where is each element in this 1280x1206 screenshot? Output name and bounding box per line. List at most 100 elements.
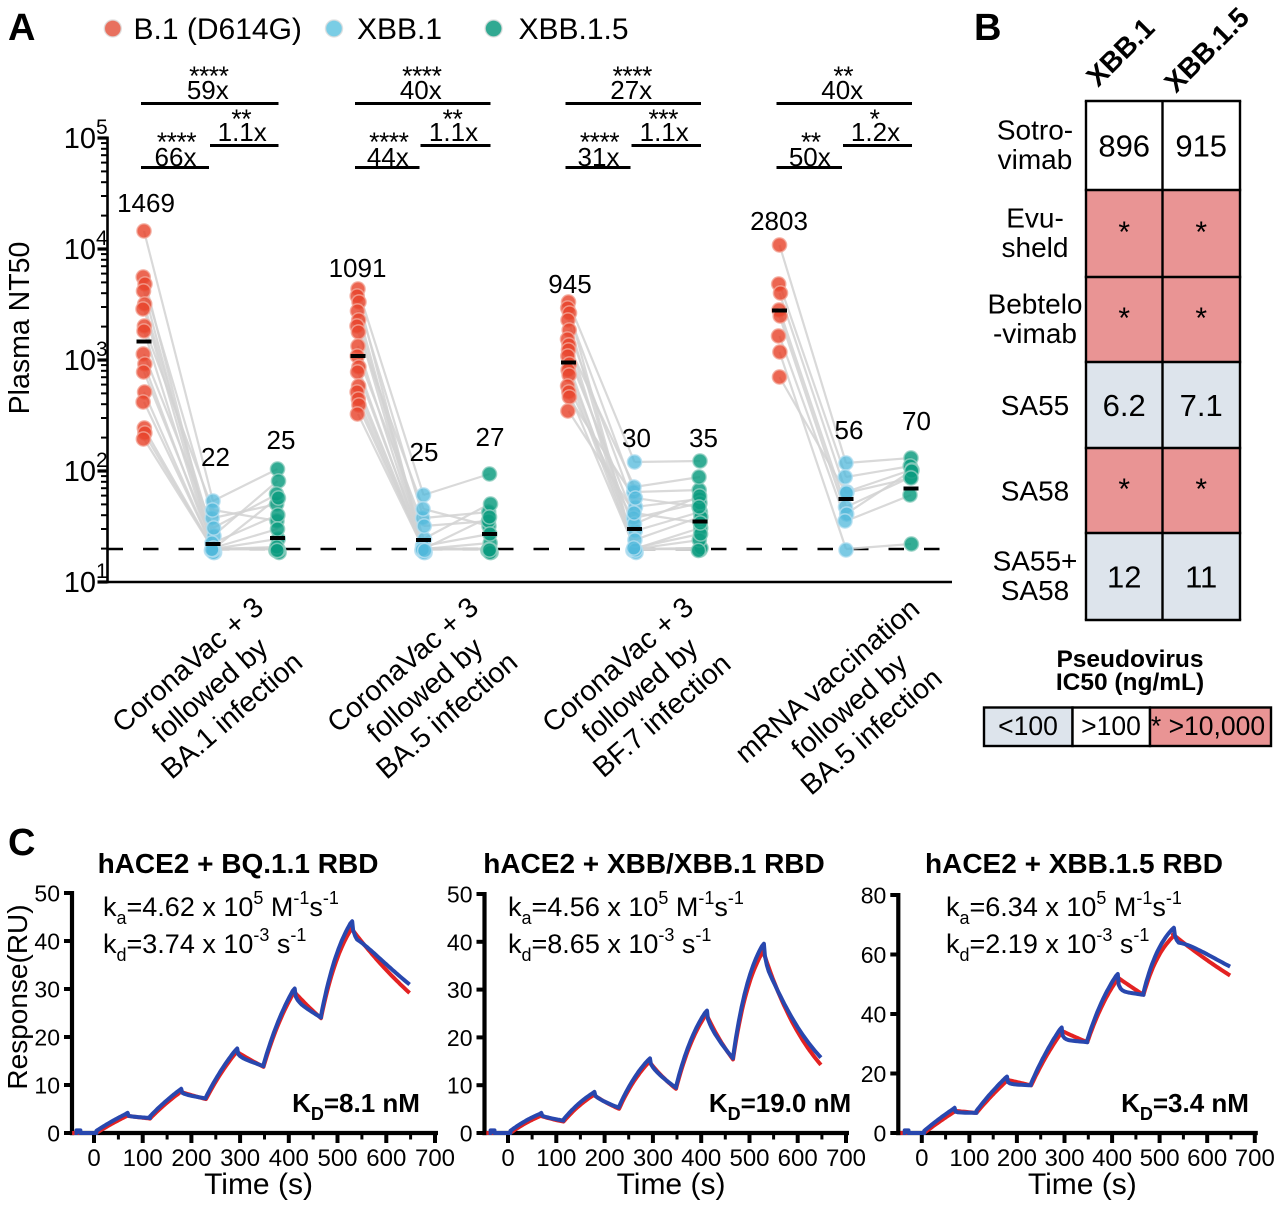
svg-text:sheld: sheld bbox=[1002, 232, 1069, 263]
svg-text:40: 40 bbox=[447, 929, 473, 955]
svg-text:Bebtelo: Bebtelo bbox=[988, 289, 1083, 320]
svg-text:40: 40 bbox=[34, 929, 60, 955]
svg-text:25: 25 bbox=[267, 425, 296, 455]
svg-text:100: 100 bbox=[536, 1145, 576, 1172]
svg-text:2803: 2803 bbox=[750, 206, 808, 236]
svg-text:0: 0 bbox=[874, 1121, 887, 1147]
svg-text:XBB.1: XBB.1 bbox=[357, 13, 442, 46]
svg-text:12: 12 bbox=[1107, 560, 1141, 595]
svg-text:0: 0 bbox=[47, 1121, 60, 1147]
svg-text:600: 600 bbox=[778, 1145, 818, 1172]
svg-text:1.2x: 1.2x bbox=[851, 117, 900, 147]
svg-text:****: **** bbox=[157, 127, 196, 157]
svg-text:SA55: SA55 bbox=[1001, 390, 1070, 421]
svg-text:****: **** bbox=[402, 61, 441, 91]
svg-text:*: * bbox=[1118, 473, 1130, 506]
svg-text:7.1: 7.1 bbox=[1180, 388, 1223, 423]
svg-text:600: 600 bbox=[366, 1145, 406, 1172]
svg-text:SA55+: SA55+ bbox=[993, 546, 1078, 577]
svg-text:80: 80 bbox=[861, 883, 887, 909]
svg-text:hACE2 + XBB.1.5 RBD: hACE2 + XBB.1.5 RBD bbox=[925, 848, 1223, 879]
svg-text:B.1 (D614G): B.1 (D614G) bbox=[134, 13, 302, 46]
svg-text:59x: 59x bbox=[187, 75, 229, 105]
svg-text:1: 1 bbox=[96, 560, 108, 583]
svg-text:*: * bbox=[1195, 473, 1207, 506]
svg-text:Pseudovirus: Pseudovirus bbox=[1056, 646, 1203, 673]
svg-text:Evu-: Evu- bbox=[1006, 203, 1064, 234]
svg-text:vimab: vimab bbox=[998, 144, 1073, 175]
svg-text:700: 700 bbox=[1235, 1145, 1275, 1172]
svg-text:kd=2.19 x 10-3 s-1: kd=2.19 x 10-3 s-1 bbox=[946, 925, 1149, 965]
svg-text:10: 10 bbox=[64, 123, 96, 155]
svg-text:hACE2 + BQ.1.1 RBD: hACE2 + BQ.1.1 RBD bbox=[98, 848, 379, 879]
svg-text:****: **** bbox=[580, 127, 619, 157]
svg-text:66x: 66x bbox=[155, 142, 197, 172]
svg-text:**: ** bbox=[801, 127, 821, 157]
svg-text:IC50 (ng/mL): IC50 (ng/mL) bbox=[1056, 669, 1204, 696]
svg-text:600: 600 bbox=[1187, 1145, 1227, 1172]
svg-text:****: **** bbox=[613, 61, 652, 91]
svg-text:B: B bbox=[974, 7, 1001, 49]
svg-text:915: 915 bbox=[1175, 129, 1227, 164]
svg-text:*: * bbox=[1118, 216, 1130, 249]
svg-text:0: 0 bbox=[915, 1145, 928, 1172]
svg-text:50: 50 bbox=[34, 881, 60, 907]
svg-text:400: 400 bbox=[269, 1145, 309, 1172]
svg-text:SA58: SA58 bbox=[1001, 575, 1070, 606]
svg-text:100: 100 bbox=[949, 1145, 989, 1172]
svg-text:kd=3.74 x 10-3 s-1: kd=3.74 x 10-3 s-1 bbox=[103, 925, 306, 965]
svg-text:0: 0 bbox=[87, 1145, 100, 1172]
svg-text:Plasma NT50: Plasma NT50 bbox=[4, 242, 36, 415]
svg-text:400: 400 bbox=[681, 1145, 721, 1172]
svg-text:Time (s): Time (s) bbox=[617, 1168, 726, 1201]
svg-text:0: 0 bbox=[460, 1121, 473, 1147]
svg-text:*: * bbox=[1195, 216, 1207, 249]
svg-text:200: 200 bbox=[171, 1145, 211, 1172]
svg-text:****: **** bbox=[189, 61, 228, 91]
svg-text:10: 10 bbox=[64, 234, 96, 266]
svg-text:1.1x: 1.1x bbox=[640, 117, 689, 147]
svg-text:50: 50 bbox=[447, 882, 473, 908]
svg-text:*: * bbox=[1195, 302, 1207, 335]
svg-text:50x: 50x bbox=[789, 142, 831, 172]
svg-text:30: 30 bbox=[447, 977, 473, 1003]
svg-text:30: 30 bbox=[34, 977, 60, 1003]
svg-text:>100: >100 bbox=[1081, 711, 1141, 741]
svg-text:700: 700 bbox=[826, 1145, 866, 1172]
svg-text:**: ** bbox=[833, 61, 853, 91]
svg-text:SA58: SA58 bbox=[1001, 476, 1070, 507]
svg-text:<100: <100 bbox=[998, 711, 1058, 741]
svg-text:30: 30 bbox=[622, 423, 651, 453]
svg-text:20: 20 bbox=[861, 1061, 887, 1087]
svg-text:10: 10 bbox=[447, 1073, 473, 1099]
svg-text:6.2: 6.2 bbox=[1103, 388, 1146, 423]
svg-text:10: 10 bbox=[64, 456, 96, 488]
svg-text:*: * bbox=[870, 104, 880, 134]
svg-text:5: 5 bbox=[96, 116, 108, 139]
svg-text:40: 40 bbox=[861, 1002, 887, 1028]
svg-text:C: C bbox=[8, 822, 35, 864]
svg-text:hACE2 + XBB/XBB.1 RBD: hACE2 + XBB/XBB.1 RBD bbox=[483, 848, 825, 879]
svg-text:0: 0 bbox=[501, 1145, 514, 1172]
svg-text:300: 300 bbox=[1044, 1145, 1084, 1172]
svg-text:10: 10 bbox=[64, 567, 96, 599]
svg-text:A: A bbox=[8, 7, 35, 49]
svg-text:Time (s): Time (s) bbox=[1028, 1168, 1137, 1201]
svg-text:400: 400 bbox=[1092, 1145, 1132, 1172]
svg-text:Sotro-: Sotro- bbox=[997, 115, 1073, 146]
svg-text:*: * bbox=[1118, 302, 1130, 335]
svg-text:27x: 27x bbox=[610, 75, 652, 105]
svg-text:945: 945 bbox=[548, 269, 591, 299]
svg-text:1.1x: 1.1x bbox=[218, 117, 267, 147]
svg-text:**: ** bbox=[443, 104, 463, 134]
svg-text:20: 20 bbox=[34, 1025, 60, 1051]
svg-text:1091: 1091 bbox=[329, 253, 387, 283]
svg-text:25: 25 bbox=[410, 437, 439, 467]
svg-text:300: 300 bbox=[220, 1145, 260, 1172]
svg-text:Time (s): Time (s) bbox=[204, 1168, 313, 1201]
svg-text:-vimab: -vimab bbox=[993, 318, 1077, 349]
svg-text:****: **** bbox=[369, 127, 408, 157]
svg-text:56: 56 bbox=[835, 415, 864, 445]
svg-text:35: 35 bbox=[689, 423, 718, 453]
svg-text:10: 10 bbox=[64, 345, 96, 377]
